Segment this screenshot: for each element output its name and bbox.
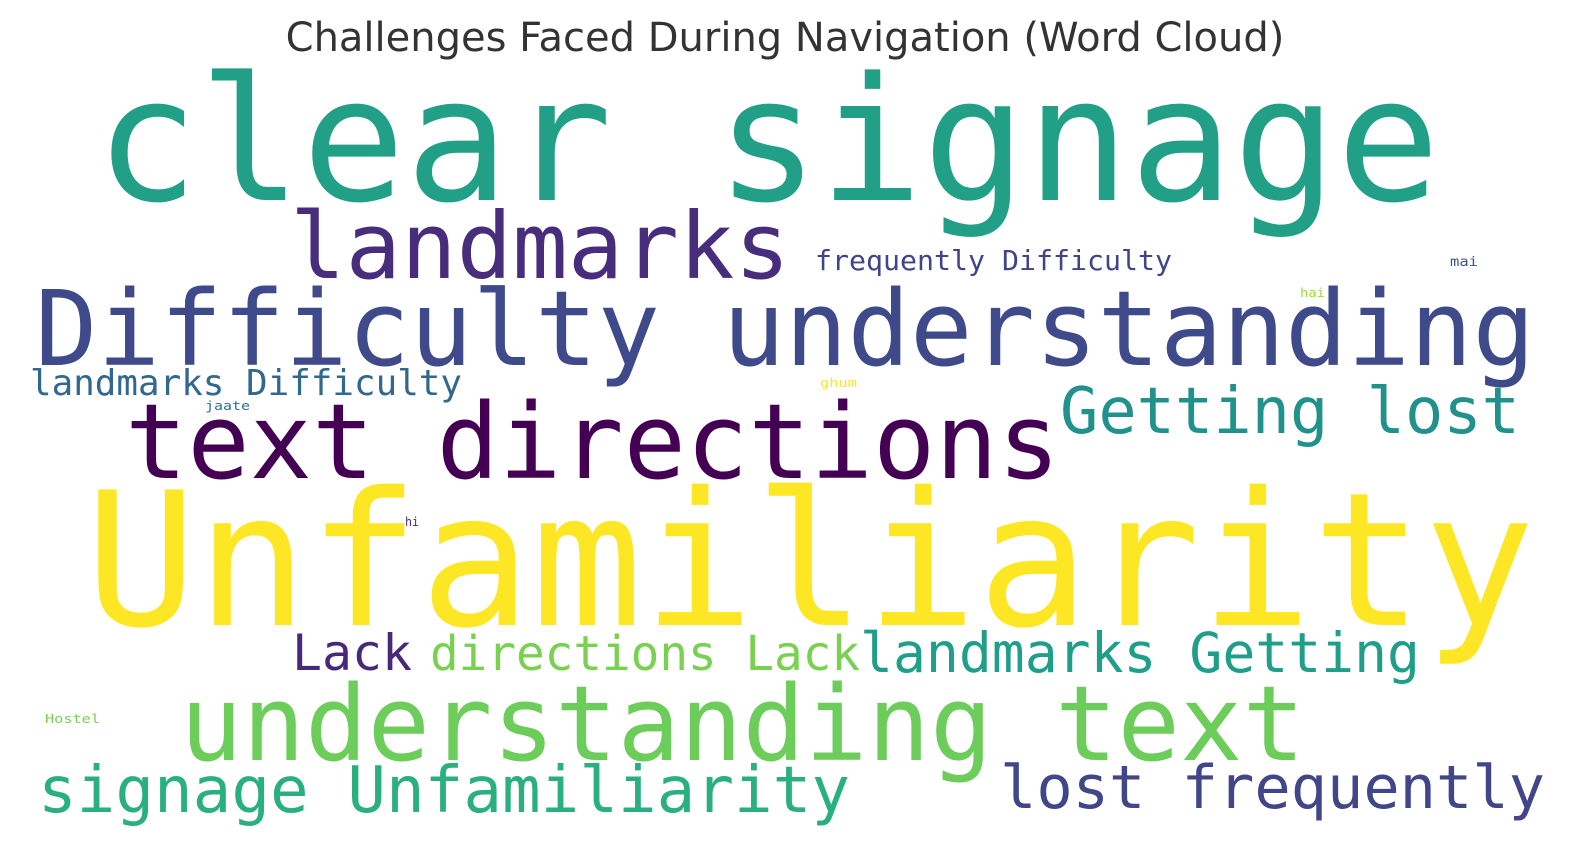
word: Lack <box>292 624 412 682</box>
word: understanding text <box>180 663 1305 785</box>
word: signage Unfamiliarity <box>38 754 850 828</box>
word: directions Lack <box>430 626 860 682</box>
word: mai <box>1450 255 1478 270</box>
word: Hostel <box>45 712 100 726</box>
word: jaate <box>205 399 250 413</box>
word: Unfamiliarity <box>85 452 1535 669</box>
word: landmarks Difficulty <box>30 363 462 404</box>
word: ghum <box>820 376 857 390</box>
word: frequently Difficulty <box>815 244 1172 277</box>
word: clear signage <box>95 40 1440 241</box>
word: Difficulty understanding <box>35 268 1535 390</box>
word: hi <box>405 515 419 529</box>
word: lost frequently <box>1000 753 1545 823</box>
word: Getting lost <box>1060 375 1520 449</box>
word: landmarks <box>290 193 790 300</box>
word: landmarks Getting <box>860 621 1420 685</box>
word: hai <box>1300 286 1325 300</box>
chart-title: Challenges Faced During Navigation (Word… <box>286 15 1285 61</box>
word: text directions <box>125 381 1060 503</box>
